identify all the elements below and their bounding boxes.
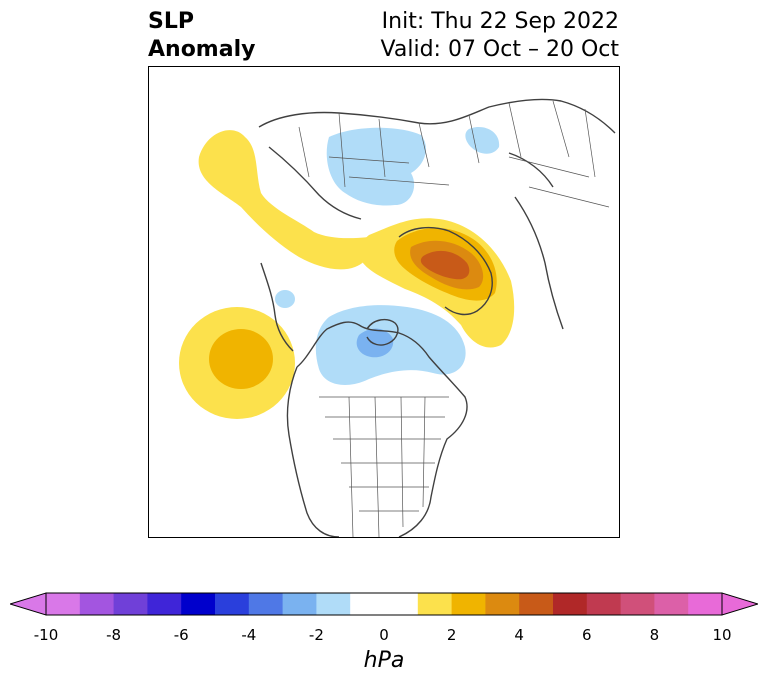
negative-anomaly-north-russia: [326, 127, 500, 206]
colorbar-cell: [586, 593, 622, 615]
valid-range: Valid: 07 Oct – 20 Oct: [380, 37, 619, 62]
colorbar-cell: [215, 593, 250, 615]
coastlines: [258, 98, 616, 537]
colorbar-tick-label: 4: [514, 626, 524, 644]
positive-anomaly-greenland-core: [420, 250, 470, 280]
colorbar-cell: [688, 593, 723, 615]
colorbar-cell: [417, 593, 453, 615]
forecast-dates: Init: Thu 22 Sep 2022 Valid: 07 Oct – 20…: [381, 8, 619, 64]
east-asia-coast: [508, 152, 564, 330]
alaska-coast: [260, 262, 294, 352]
colorbar-tick-label: -8: [106, 626, 122, 644]
north-america-coast: [286, 321, 468, 537]
colorbar-tick-label: -6: [173, 626, 189, 644]
colorbar-units: hPa: [363, 648, 405, 673]
title-type: Anomaly: [148, 37, 256, 62]
anomaly-shading: [179, 127, 515, 419]
positive-anomaly-north-pacific-coast: [198, 130, 373, 270]
colorbar-tick-label: 6: [582, 626, 592, 644]
colorbar-cell: [113, 593, 148, 615]
colorbar-tick-label: 8: [649, 626, 660, 644]
colorbar-cell: [248, 593, 284, 615]
colorbar-cell: [316, 593, 351, 615]
colorbar-cell: [79, 593, 115, 615]
colorbar-cell: [519, 593, 554, 615]
map-canvas: [179, 98, 616, 537]
negative-anomaly-small-pacific: [275, 290, 295, 308]
colorbar-over-arrow: [721, 592, 758, 616]
colorbar-cell: [384, 593, 419, 615]
colorbar-cell: [654, 593, 689, 615]
colorbar-outline: [45, 592, 723, 616]
colorbar-cell: [553, 593, 588, 615]
colorbar-tick-label: 2: [446, 626, 457, 644]
title-variable: SLP: [148, 9, 194, 34]
colorbar-cells: [46, 593, 723, 615]
colorbar-cell: [620, 593, 655, 615]
colorbar-under-arrow: [10, 592, 47, 616]
colorbar-tick-label: -4: [241, 626, 257, 644]
greenland-coast: [398, 226, 493, 316]
colorbar-cell: [350, 593, 385, 615]
colorbar-cell: [181, 593, 216, 615]
political-borders: [298, 100, 610, 537]
colorbar-tick-label: -2: [308, 626, 324, 644]
colorbar-tick-label: -10: [33, 626, 59, 644]
positive-anomaly-north-pacific-core: [209, 329, 273, 389]
colorbar-cell: [46, 593, 81, 615]
hudson-bay-coast: [366, 318, 399, 346]
colorbar-cell: [451, 593, 486, 615]
colorbar-tick-label: 0: [379, 626, 389, 644]
map-title: SLP Anomaly: [148, 8, 255, 64]
init-date: Init: Thu 22 Sep 2022: [381, 9, 619, 34]
colorbar: [10, 592, 758, 616]
negative-anomaly-hudson-bay-core: [356, 328, 394, 358]
colorbar-cell: [485, 593, 520, 615]
colorbar-cell: [147, 593, 182, 615]
eurasia-coast: [258, 98, 616, 220]
colorbar-tick-label: 10: [712, 626, 732, 644]
map-panel: [148, 66, 620, 538]
colorbar-cell: [282, 593, 317, 615]
